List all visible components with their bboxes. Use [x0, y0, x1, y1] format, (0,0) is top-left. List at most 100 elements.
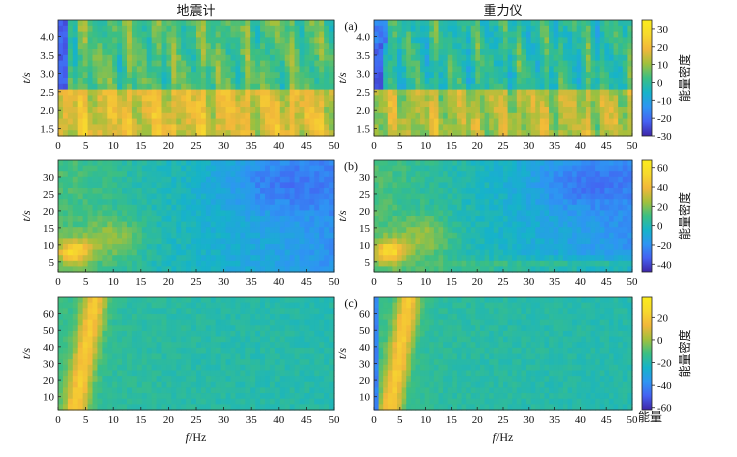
- heat-cell: [420, 60, 426, 67]
- heat-cell: [516, 89, 523, 96]
- heat-cell: [77, 171, 84, 178]
- heat-cell: [329, 244, 335, 251]
- heat-cell: [604, 25, 610, 33]
- heat-cell: [452, 66, 458, 73]
- heat-cell: [289, 160, 296, 167]
- heat-cell: [618, 199, 624, 206]
- heat-cell: [429, 118, 435, 125]
- heat-cell: [274, 227, 281, 234]
- heat-cell: [622, 182, 628, 189]
- heat-cell: [452, 54, 458, 62]
- heat-cell: [289, 266, 296, 273]
- heat-cell: [67, 376, 74, 383]
- heat-cell: [484, 260, 490, 267]
- heat-cell: [535, 266, 541, 273]
- heat-cell: [383, 31, 389, 38]
- heat-cell: [250, 160, 256, 167]
- heat-cell: [461, 160, 467, 167]
- heat-cell: [329, 95, 335, 102]
- heat-cell: [627, 60, 633, 67]
- heat-cell: [235, 49, 241, 56]
- heat-cell: [215, 199, 222, 206]
- heat-cell: [97, 404, 103, 411]
- heat-cell: [210, 188, 217, 195]
- heat-cell: [572, 193, 578, 200]
- heat-cell: [166, 54, 172, 62]
- x-tick-label: 15: [446, 276, 458, 288]
- heat-cell: [516, 37, 523, 44]
- heat-cell: [512, 95, 518, 102]
- heat-cell: [72, 266, 79, 273]
- heat-cell: [245, 66, 251, 73]
- heat-cell: [374, 118, 380, 125]
- heat-cell: [443, 232, 449, 239]
- heat-cell: [627, 249, 633, 256]
- heat-cell: [378, 249, 384, 256]
- heat-cell: [107, 342, 113, 349]
- heat-cell: [181, 260, 187, 267]
- heat-cell: [503, 54, 509, 62]
- heat-cell: [127, 330, 133, 338]
- heat-cell: [604, 43, 610, 50]
- heat-cell: [215, 78, 222, 85]
- heat-cell: [595, 171, 601, 178]
- heat-cell: [493, 89, 499, 96]
- heat-cell: [181, 216, 187, 223]
- heat-cell: [544, 95, 550, 102]
- heat-cell: [567, 107, 573, 114]
- heat-cell: [289, 130, 296, 137]
- heat-cell: [438, 78, 444, 85]
- heat-cell: [245, 244, 251, 251]
- heat-cell: [117, 160, 123, 167]
- heat-cell: [613, 118, 619, 125]
- heat-cell: [599, 255, 605, 262]
- heat-cell: [438, 43, 444, 50]
- heat-cell: [475, 112, 481, 120]
- heat-cell: [210, 171, 217, 178]
- heat-cell: [613, 165, 619, 172]
- heat-cell: [156, 107, 163, 114]
- heat-cell: [112, 232, 118, 239]
- heat-cell: [265, 221, 271, 228]
- heat-cell: [176, 249, 182, 256]
- heat-cell: [112, 43, 118, 50]
- heat-cell: [452, 165, 458, 172]
- heat-cell: [553, 112, 559, 120]
- heat-cell: [585, 176, 592, 183]
- heat-cell: [470, 60, 476, 67]
- heat-cell: [562, 238, 569, 245]
- heat-cell: [250, 227, 256, 234]
- heat-cell: [240, 118, 246, 125]
- heat-cell: [498, 255, 504, 262]
- heat-cell: [151, 31, 158, 38]
- heat-cell: [289, 49, 296, 56]
- heat-cell: [181, 72, 187, 79]
- heat-cell: [289, 176, 296, 183]
- heat-cell: [479, 54, 486, 62]
- heat-cell: [429, 165, 435, 172]
- heat-cell: [608, 83, 615, 91]
- heat-cell: [507, 210, 513, 217]
- heat-cell: [87, 165, 94, 172]
- heat-cell: [176, 31, 182, 38]
- heat-cell: [299, 227, 306, 234]
- heat-cell: [200, 176, 207, 183]
- heat-cell: [127, 221, 133, 228]
- heat-cell: [102, 101, 108, 108]
- heat-cell: [146, 266, 153, 273]
- heat-cell: [62, 43, 69, 50]
- heat-cell: [387, 199, 394, 206]
- heat-cell: [279, 204, 286, 211]
- heat-cell: [112, 101, 118, 108]
- heat-cell: [461, 255, 467, 262]
- heat-cell: [102, 60, 108, 67]
- heat-cell: [131, 238, 138, 245]
- heat-cell: [406, 193, 412, 200]
- heat-cell: [255, 260, 261, 267]
- heat-cell: [599, 101, 605, 108]
- heat-cell: [77, 255, 84, 262]
- heat-cell: [429, 176, 435, 183]
- heat-cell: [279, 118, 286, 125]
- heat-cell: [255, 249, 261, 256]
- heat-cell: [461, 227, 467, 234]
